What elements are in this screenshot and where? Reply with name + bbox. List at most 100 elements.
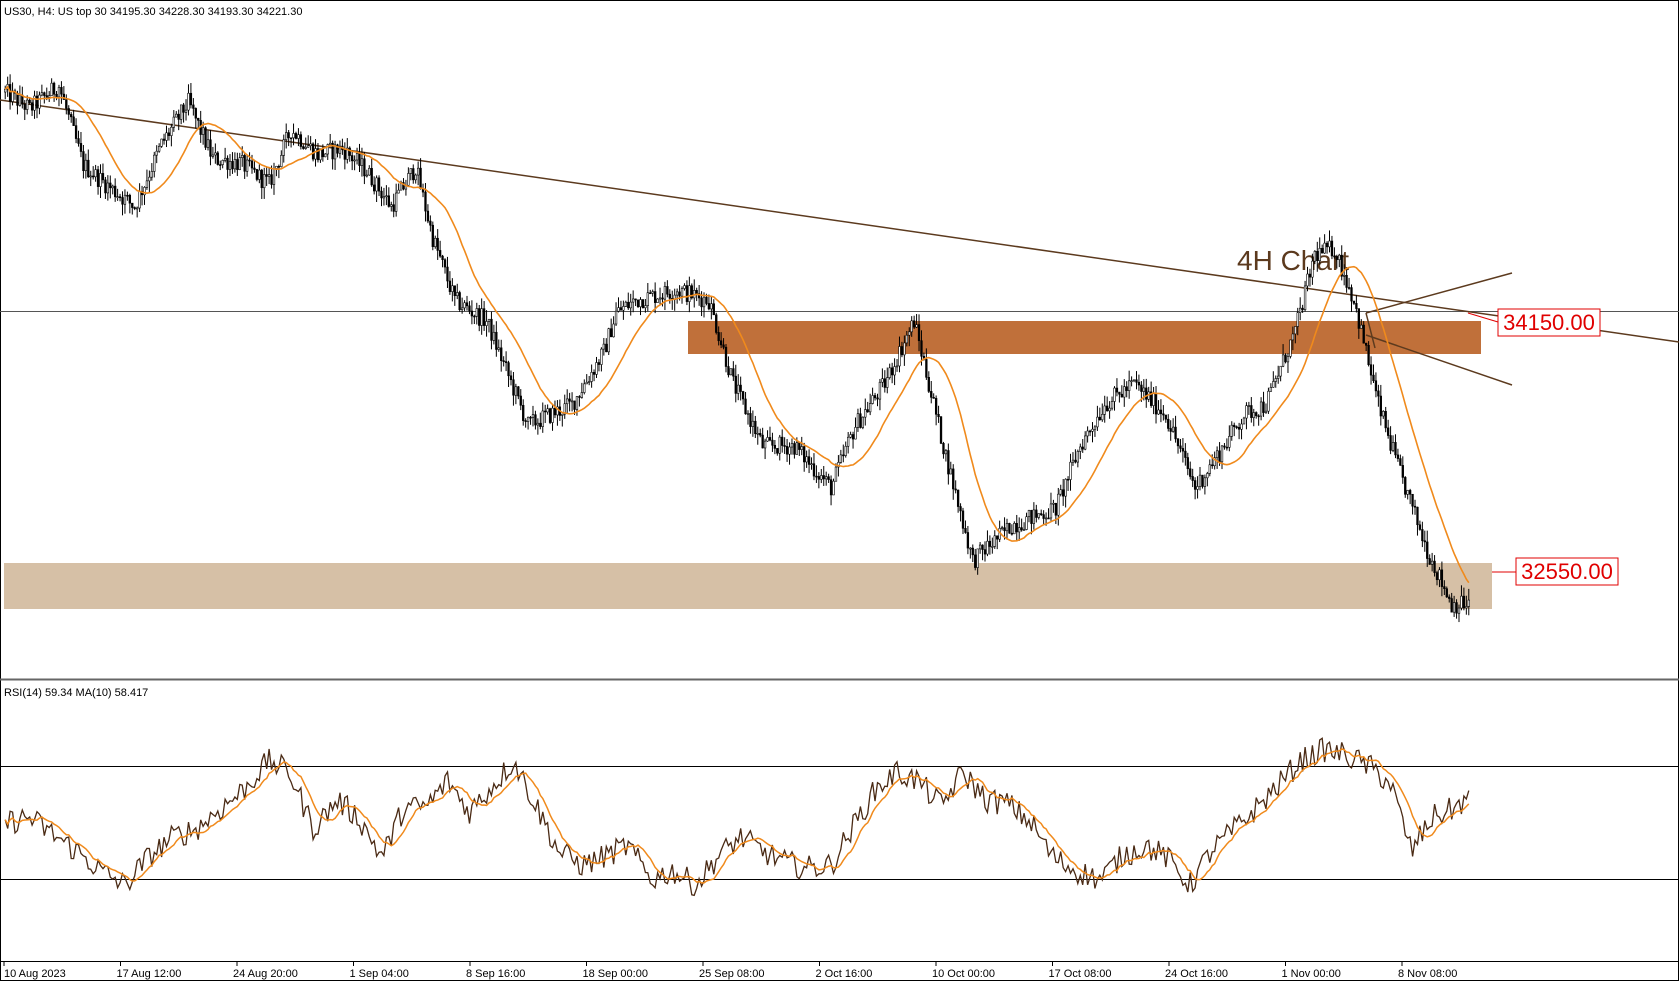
candle-body <box>324 153 327 158</box>
candle-body <box>988 540 992 547</box>
resistance-zone[interactable] <box>688 321 1481 354</box>
wedge-lower-line[interactable] <box>1365 334 1513 386</box>
candle-body <box>1303 285 1307 310</box>
candle-body <box>722 344 725 348</box>
candle-body <box>111 185 114 189</box>
candle-body <box>1247 405 1251 407</box>
candle-body <box>1066 478 1070 481</box>
candle-body <box>573 400 576 410</box>
candle-body <box>680 288 684 297</box>
candle-body <box>1274 378 1277 382</box>
descending-trendline[interactable] <box>0 99 1679 343</box>
candle-body <box>1047 517 1050 520</box>
candle-body <box>219 164 222 166</box>
candle-body <box>1323 242 1326 254</box>
candle-body <box>590 372 593 382</box>
candle-body <box>903 342 906 356</box>
candle-body <box>1311 260 1314 278</box>
candle-body <box>1228 436 1231 448</box>
candle-body <box>1189 468 1192 477</box>
candle-body <box>358 153 361 166</box>
candle-body <box>409 168 412 174</box>
candle-body <box>639 299 642 308</box>
candle-body <box>546 408 549 413</box>
candle-body <box>1343 274 1346 277</box>
candle-body <box>805 456 808 463</box>
candle-body <box>470 310 474 317</box>
candle-body <box>426 210 430 222</box>
candle-body <box>1103 405 1106 415</box>
candle-body <box>930 391 933 398</box>
candle-body <box>534 414 537 426</box>
candle-body <box>1015 522 1018 533</box>
level-badge-34150[interactable] <box>1497 308 1601 337</box>
x-axis-label: 18 Sep 00:00 <box>583 968 648 980</box>
candle-body <box>1279 365 1282 377</box>
candle-body <box>881 378 884 383</box>
candle-body <box>194 108 197 119</box>
candle-body <box>856 413 860 428</box>
candle-body <box>627 301 630 309</box>
candle-body <box>143 187 146 196</box>
candle-body <box>480 308 483 326</box>
candle-body <box>4 88 7 93</box>
candle-body <box>519 395 522 406</box>
candle-body <box>329 142 332 145</box>
candle-body <box>661 297 664 300</box>
candle-body <box>602 343 605 350</box>
candle-body <box>788 446 791 455</box>
candle-body <box>1013 522 1016 535</box>
candle-body <box>585 381 588 385</box>
candle-body <box>678 291 681 297</box>
candle-body <box>529 416 532 419</box>
candle-body <box>448 280 452 292</box>
candle-body <box>776 448 779 454</box>
candle-body <box>749 413 752 427</box>
candle-body <box>847 436 850 447</box>
candle-body <box>424 191 427 212</box>
candle-body <box>114 185 117 198</box>
candle-body <box>463 302 466 309</box>
support-zone[interactable] <box>4 563 1492 609</box>
candle-body <box>1360 324 1363 329</box>
candle-body <box>1096 416 1099 428</box>
candle-body <box>1257 415 1260 418</box>
candle-body <box>109 182 112 189</box>
candle-body <box>1152 393 1155 406</box>
candle-body <box>1435 572 1439 581</box>
candle-body <box>1321 248 1324 254</box>
candle-body <box>375 177 378 192</box>
candle-body <box>817 476 821 480</box>
candle-body <box>118 196 122 198</box>
candle-body <box>1035 509 1038 518</box>
candle-body <box>26 99 29 110</box>
candle-body <box>783 445 786 447</box>
candle-body <box>1272 381 1275 388</box>
candle-body <box>864 409 867 418</box>
candle-body <box>851 434 855 440</box>
candle-body <box>192 104 195 109</box>
candle-body <box>1037 513 1040 518</box>
candle-body <box>1010 532 1014 535</box>
candle-body <box>87 159 90 178</box>
candle-body <box>492 331 496 341</box>
level-badge-32550[interactable] <box>1515 557 1619 586</box>
candle-body <box>1350 287 1353 302</box>
candle-body <box>873 395 877 399</box>
candle-body <box>1098 416 1101 421</box>
candle-body <box>277 165 281 168</box>
candle-body <box>416 167 420 176</box>
candle-body <box>1406 490 1409 495</box>
candle-body <box>434 237 437 247</box>
candle-body <box>653 291 657 303</box>
wedge-left-edge[interactable] <box>1365 312 1376 349</box>
candle-body <box>1059 489 1062 495</box>
candle-body <box>1074 459 1077 463</box>
candle-body <box>84 159 88 172</box>
candle-body <box>504 361 508 363</box>
wedge-upper-line[interactable] <box>1365 272 1513 314</box>
candle-body <box>48 95 51 98</box>
candle-body <box>123 194 127 205</box>
candle-body <box>556 406 559 416</box>
candle-body <box>1318 248 1321 262</box>
